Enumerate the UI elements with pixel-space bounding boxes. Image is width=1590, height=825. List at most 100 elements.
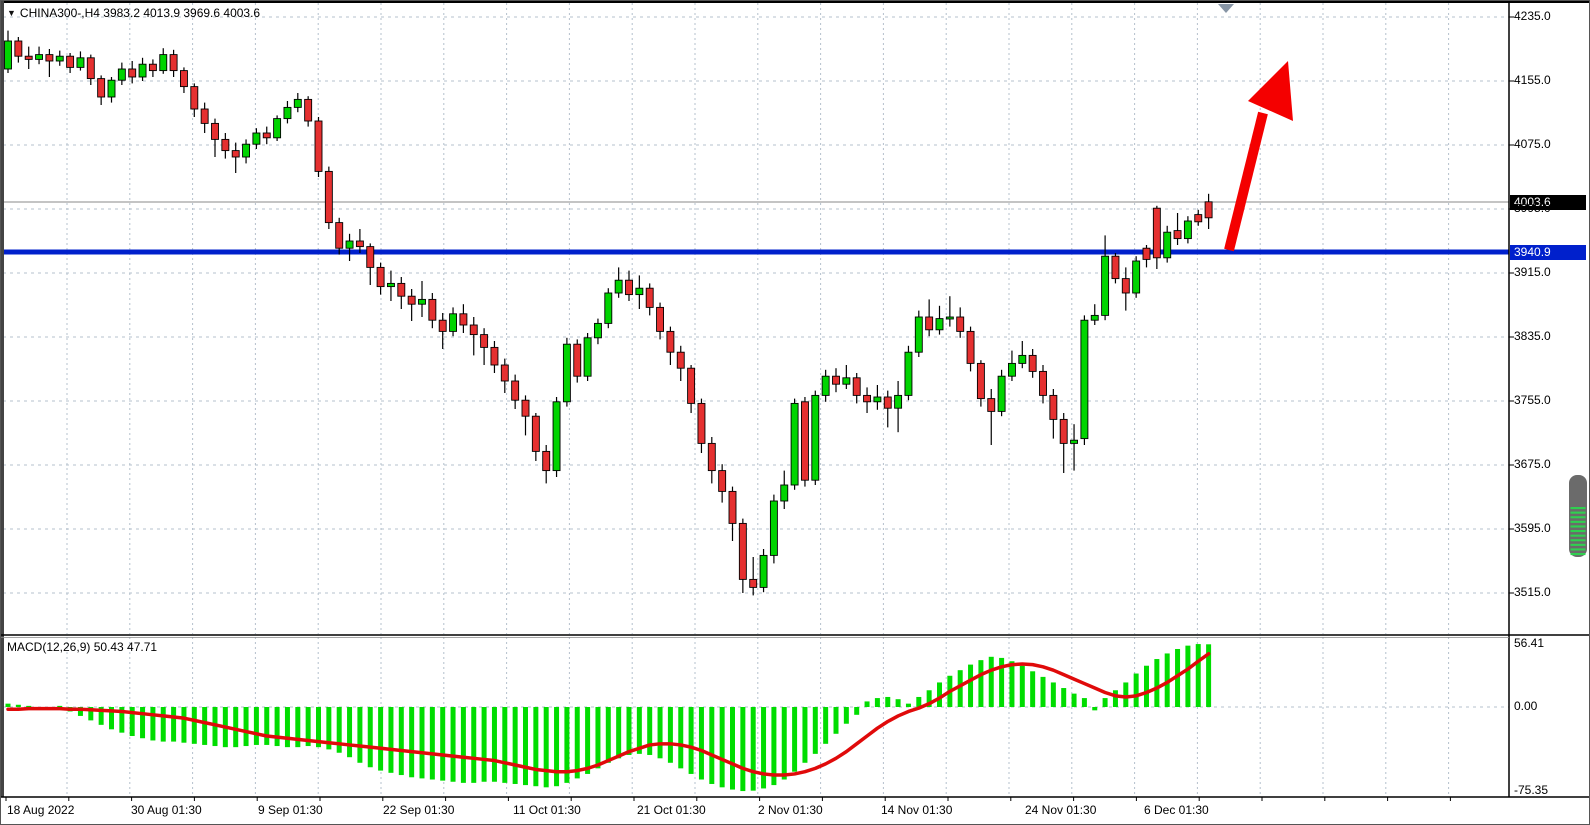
macd-histogram-bar	[109, 707, 114, 730]
price-axis-label: 4235.0	[1514, 9, 1551, 23]
candle-body	[66, 55, 75, 68]
candle-body	[625, 279, 633, 296]
macd-axis-label: -75.35	[1514, 783, 1549, 798]
macd-histogram-bar	[140, 707, 146, 739]
candle-body	[1018, 354, 1027, 364]
macd-histogram-bar	[761, 707, 767, 789]
candle-body	[1183, 220, 1192, 240]
candle-body	[200, 108, 209, 124]
top-border	[1, 1, 1589, 3]
candle-body	[811, 394, 820, 481]
macd-histogram-bar	[574, 707, 580, 779]
time-axis-label: 22 Sep 01:30	[383, 803, 455, 817]
macd-histogram-bar	[823, 707, 829, 744]
candle-body	[148, 63, 157, 72]
candle-body	[4, 40, 12, 70]
macd-histogram-bar	[605, 707, 611, 763]
macd-histogram-bar	[481, 707, 487, 782]
macd-indicator-label: MACD(12,26,9) 50.43 47.71	[7, 640, 158, 654]
scrollbar-stripe	[1570, 548, 1586, 551]
candle-body	[697, 402, 706, 444]
candle-body	[273, 118, 282, 139]
macd-histogram-bar	[171, 707, 177, 742]
macd-histogram-bar	[264, 707, 270, 745]
macd-axis-label: 0.00	[1514, 699, 1538, 713]
macd-histogram-bar	[77, 707, 83, 716]
scrollbar-stripe	[1570, 516, 1586, 519]
macd-histogram-bar	[885, 696, 891, 707]
candle-body	[1070, 439, 1079, 444]
candle-body	[438, 319, 447, 332]
candle-body	[945, 316, 954, 320]
candle-body	[76, 57, 85, 68]
candle-body	[976, 362, 985, 400]
trend-arrow-shaft[interactable]	[1224, 111, 1268, 252]
macd-axis-label: 56.41	[1514, 636, 1545, 651]
candle-body	[738, 522, 747, 580]
scrollbar-stripe	[1570, 553, 1586, 556]
candle-body	[583, 337, 592, 377]
candle-body	[35, 54, 43, 60]
candle-body	[542, 450, 551, 472]
time-axis-label: 6 Dec 01:30	[1144, 803, 1209, 817]
candle-body	[190, 86, 199, 110]
macd-histogram-bar	[1030, 671, 1036, 707]
candle-body	[221, 138, 230, 152]
time-axis-label: 30 Aug 01:30	[131, 803, 202, 817]
candle-body	[656, 306, 664, 332]
candle-body	[231, 150, 240, 158]
candle-body	[821, 375, 830, 396]
candle-body	[107, 79, 116, 98]
candle-body	[86, 57, 95, 80]
macd-histogram-bar	[409, 707, 415, 778]
candle-body	[904, 351, 913, 396]
symbol-header: ▼ CHINA300-,H4 3983.2 4013.9 3969.6 4003.…	[7, 6, 260, 21]
candle-body	[666, 330, 675, 353]
scrollbar-stripe	[1570, 507, 1586, 510]
candle-body	[459, 313, 468, 326]
macd-histogram-bar	[460, 707, 466, 783]
macd-histogram-bar	[129, 707, 135, 737]
macd-histogram-bar	[802, 707, 808, 763]
candle-body	[1059, 418, 1068, 444]
macd-histogram-bar	[471, 707, 477, 783]
chart-shift-marker-icon[interactable]	[1218, 4, 1234, 13]
time-axis-label: 11 Oct 01:30	[513, 803, 581, 817]
scrollbar-stripe	[1570, 534, 1586, 537]
macd-histogram-bar	[357, 707, 363, 763]
macd-histogram-bar	[1164, 653, 1170, 707]
macd-histogram-bar	[5, 703, 11, 707]
price-axis-label: 3515.0	[1514, 585, 1551, 599]
candle-body	[676, 351, 685, 369]
time-axis-label: 24 Nov 01:30	[1025, 803, 1097, 817]
scrollbar-stripe	[1570, 539, 1586, 542]
trend-arrow-head[interactable]	[1248, 61, 1293, 121]
candle-body	[842, 377, 851, 385]
candle-body	[252, 132, 261, 145]
scrollbar-stripe	[1570, 530, 1586, 533]
candle-body	[1101, 255, 1110, 316]
candle-body	[780, 484, 789, 502]
macd-histogram-bar	[274, 707, 280, 747]
macd-histogram-bar	[388, 707, 394, 773]
candle-body	[117, 68, 126, 81]
macd-histogram-bar	[191, 707, 197, 744]
symbol-dropdown-icon[interactable]: ▼	[7, 8, 16, 18]
candle-body	[966, 330, 975, 364]
candle-body	[179, 70, 188, 88]
macd-histogram-bar	[1144, 665, 1149, 707]
candle-body	[562, 343, 571, 403]
candle-body	[283, 106, 292, 120]
candle-body	[1121, 278, 1130, 294]
candle-body	[956, 316, 965, 332]
candle-body	[894, 394, 903, 409]
macd-histogram-bar	[730, 707, 735, 790]
candle-body	[749, 578, 758, 588]
candle-body	[1039, 370, 1047, 396]
candle-body	[635, 287, 644, 296]
candle-body	[511, 380, 520, 401]
macd-histogram-bar	[1040, 676, 1046, 707]
macd-histogram-bar	[1081, 698, 1087, 707]
candle-body	[24, 55, 33, 60]
